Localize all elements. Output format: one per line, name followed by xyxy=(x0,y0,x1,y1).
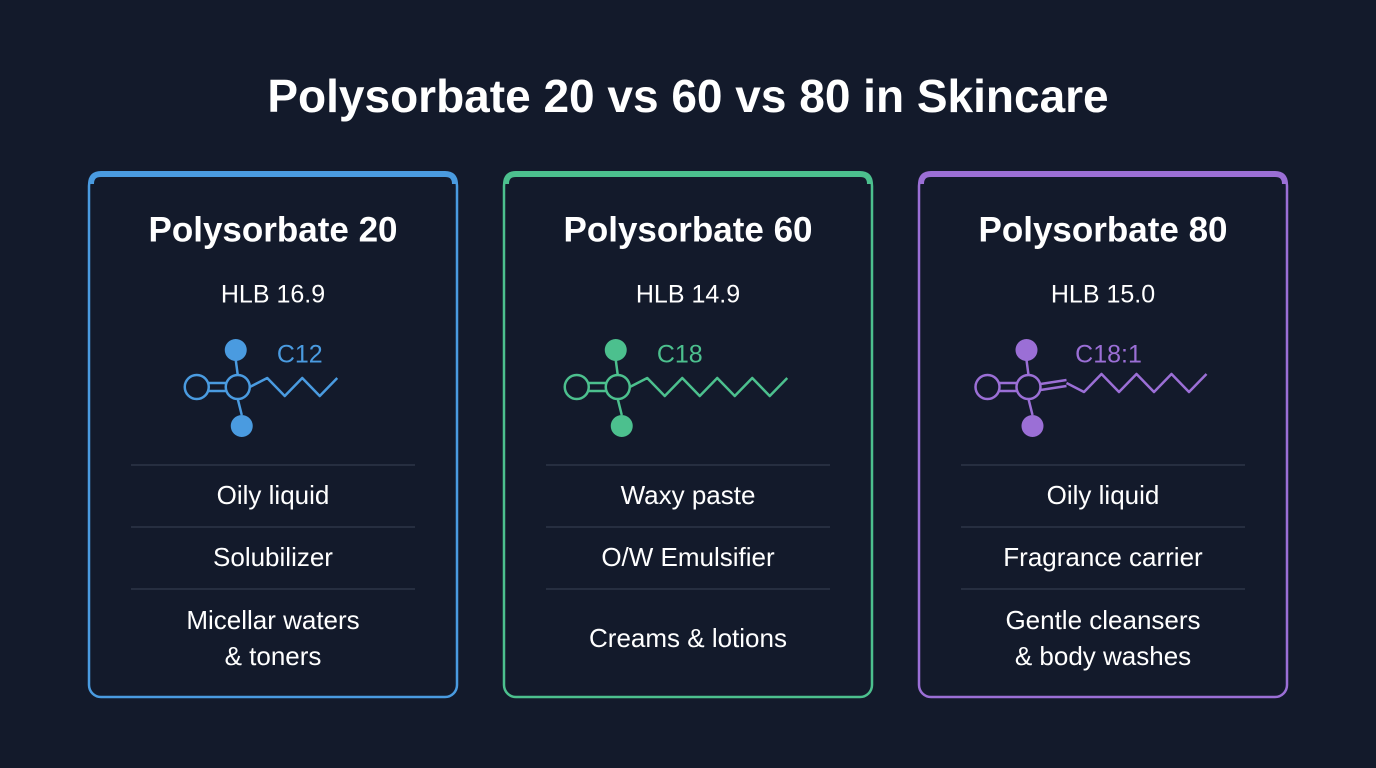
hlb-label: HLB 15.0 xyxy=(1051,281,1155,309)
chain-label: C18:1 xyxy=(1075,341,1142,369)
molecule-ring xyxy=(974,373,1001,401)
card-name: Polysorbate 80 xyxy=(979,210,1228,249)
card-name: Polysorbate 20 xyxy=(149,210,398,249)
row-text: Fragrance carrier xyxy=(1003,542,1203,572)
card-top-bar xyxy=(88,171,458,185)
molecule-bond xyxy=(1040,384,1067,392)
hlb-label: HLB 14.9 xyxy=(636,281,740,309)
card-top-bar xyxy=(918,171,1288,185)
molecule-bond xyxy=(616,398,623,416)
row-text: O/W Emulsifier xyxy=(601,542,775,572)
molecule-bond xyxy=(1025,359,1030,376)
molecule-bond xyxy=(1027,398,1034,416)
molecule-dot xyxy=(224,339,247,361)
row-text: Solubilizer xyxy=(213,542,333,572)
molecule-dot xyxy=(1015,339,1038,361)
molecule-bond xyxy=(234,359,239,376)
row-text: & body washes xyxy=(1015,641,1191,671)
chain-label: C18 xyxy=(657,341,703,369)
molecule-bond xyxy=(1040,378,1067,386)
row-text: Gentle cleansers xyxy=(1005,605,1200,635)
card-top-bar xyxy=(503,171,873,185)
molecule-ring xyxy=(183,373,210,401)
molecule-ring xyxy=(563,373,590,401)
row-text: Oily liquid xyxy=(217,480,330,510)
row-text: & toners xyxy=(225,641,322,671)
row-text: Micellar waters xyxy=(186,605,359,635)
molecule-bond xyxy=(236,398,243,416)
molecule-chain xyxy=(249,376,339,398)
chain-label: C12 xyxy=(277,341,323,369)
row-text: Creams & lotions xyxy=(589,623,787,653)
card-name: Polysorbate 60 xyxy=(564,210,813,249)
molecule-bond xyxy=(614,359,619,376)
row-text: Oily liquid xyxy=(1047,480,1160,510)
molecule-chain xyxy=(1065,372,1208,394)
title: Polysorbate 20 vs 60 vs 80 in Skincare xyxy=(267,70,1108,122)
molecule-dot xyxy=(604,339,627,361)
hlb-label: HLB 16.9 xyxy=(221,281,325,309)
molecule-dot xyxy=(610,415,633,437)
molecule-dot xyxy=(1021,415,1044,437)
molecule-chain xyxy=(629,376,789,398)
row-text: Waxy paste xyxy=(621,480,756,510)
molecule-dot xyxy=(230,415,253,437)
